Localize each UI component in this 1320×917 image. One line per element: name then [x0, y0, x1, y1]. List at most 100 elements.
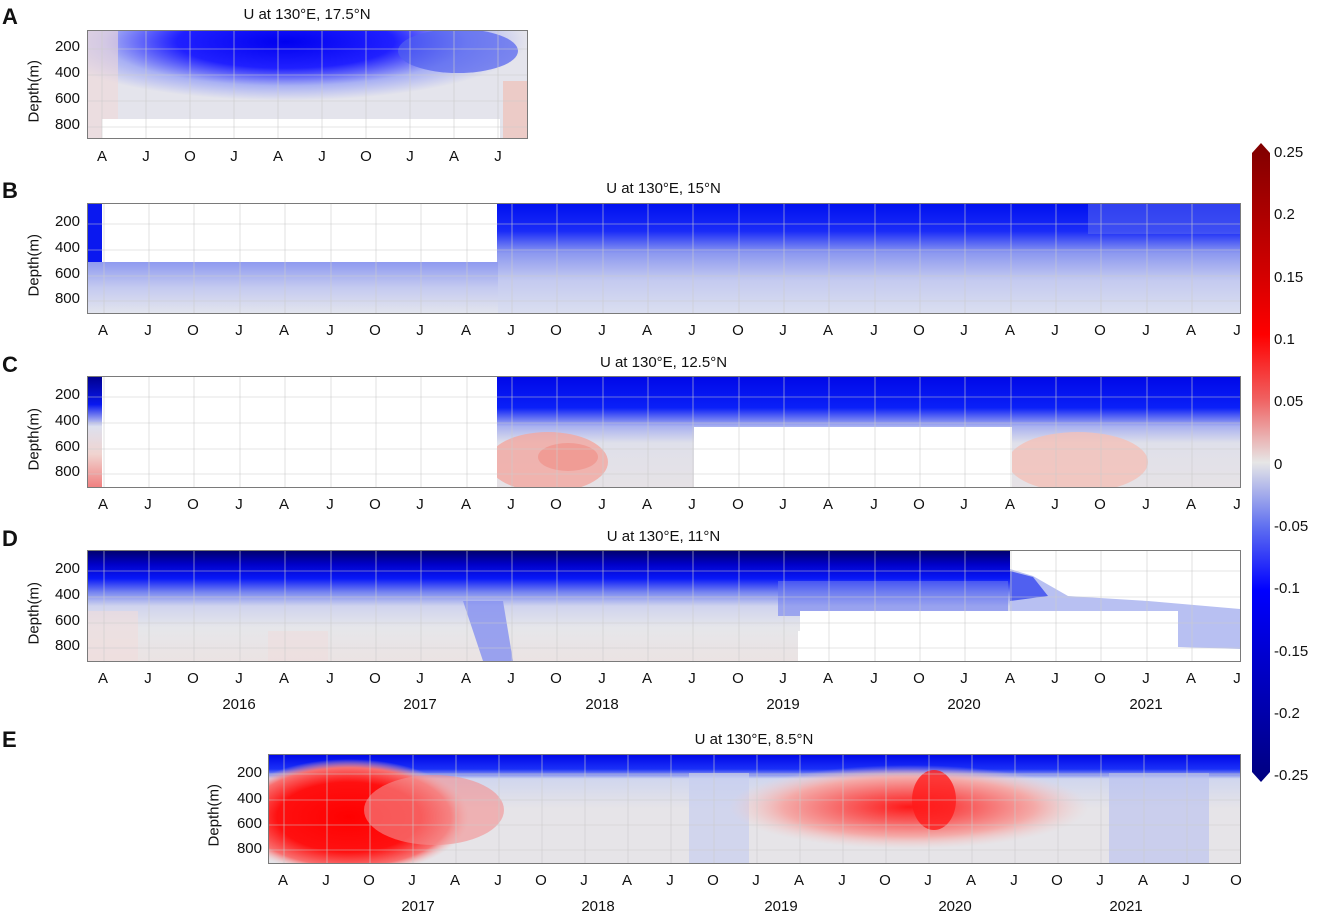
year-label: 2021 [1129, 696, 1163, 713]
x-tick: J [416, 322, 424, 339]
x-tick: A [1004, 322, 1015, 339]
colorbar-tick: -0.15 [1274, 643, 1309, 660]
x-tick: A [1137, 872, 1148, 889]
x-tick: J [1233, 496, 1241, 513]
x-tick: J [408, 872, 416, 889]
x-tick: A [278, 496, 289, 513]
panel-e-title: U at 130°E, 8.5°N [694, 731, 814, 748]
x-tick: A [822, 670, 833, 687]
grid [88, 204, 1240, 313]
x-tick: J [960, 322, 968, 339]
panel-c-plot [87, 376, 1241, 488]
y-tick: 600 [54, 90, 80, 107]
x-tick: J [960, 670, 968, 687]
x-tick: J [1233, 670, 1241, 687]
x-tick: J [666, 872, 674, 889]
x-tick: J [1051, 670, 1059, 687]
y-tick: 200 [54, 560, 80, 577]
x-tick: J [1051, 322, 1059, 339]
y-tick: 200 [236, 764, 262, 781]
x-tick: O [187, 670, 199, 687]
x-tick: J [870, 496, 878, 513]
x-tick: A [1185, 670, 1196, 687]
x-tick: J [1142, 670, 1150, 687]
y-tick: 600 [54, 265, 80, 282]
y-tick: 400 [236, 790, 262, 807]
x-tick: J [507, 322, 515, 339]
x-tick: J [494, 872, 502, 889]
colorbar-tick: -0.1 [1274, 580, 1300, 597]
x-tick: O [732, 496, 744, 513]
x-tick: O [550, 496, 562, 513]
x-tick: J [144, 496, 152, 513]
x-tick: A [97, 322, 108, 339]
x-tick: J [598, 670, 606, 687]
x-tick: J [318, 148, 326, 165]
colorbar-gradient [1252, 143, 1270, 782]
panel-a-plot [87, 30, 528, 139]
x-tick: J [838, 872, 846, 889]
x-tick: A [1185, 496, 1196, 513]
y-tick: 400 [54, 239, 80, 256]
x-tick: O [369, 496, 381, 513]
x-tick: O [184, 148, 196, 165]
panel-e-heatmap [269, 755, 1240, 863]
y-tick: 400 [54, 412, 80, 429]
x-tick: A [641, 670, 652, 687]
x-tick: O [187, 496, 199, 513]
x-tick: J [326, 322, 334, 339]
x-tick: J [230, 148, 238, 165]
x-tick: O [1230, 872, 1242, 889]
x-tick: O [187, 322, 199, 339]
x-tick: J [235, 496, 243, 513]
year-label: 2020 [947, 696, 981, 713]
x-tick: A [965, 872, 976, 889]
x-tick: J [580, 872, 588, 889]
x-tick: O [363, 872, 375, 889]
x-tick: O [535, 872, 547, 889]
x-tick: A [97, 496, 108, 513]
x-tick: O [1094, 496, 1106, 513]
colorbar-tick: -0.2 [1274, 705, 1300, 722]
year-label: 2019 [764, 898, 798, 915]
y-tick: 600 [54, 438, 80, 455]
x-tick: A [448, 148, 459, 165]
x-tick: J [416, 496, 424, 513]
x-tick: J [752, 872, 760, 889]
year-label: 2018 [585, 696, 619, 713]
panel-letter-c: C [2, 352, 18, 377]
x-tick: A [449, 872, 460, 889]
y-tick: 800 [236, 840, 262, 857]
colorbar-tick: -0.25 [1274, 767, 1309, 784]
x-tick: O [550, 322, 562, 339]
x-tick: J [507, 496, 515, 513]
x-tick: A [272, 148, 283, 165]
year-label: 2018 [581, 898, 615, 915]
panel-a-title: U at 130°E, 17.5°N [243, 6, 371, 23]
x-tick: A [277, 872, 288, 889]
y-tick: 800 [54, 116, 80, 133]
x-tick: A [1004, 670, 1015, 687]
panel-letter-a: A [2, 4, 18, 29]
panel-d-plot [87, 550, 1241, 662]
year-label: 2017 [401, 898, 435, 915]
x-tick: J [494, 148, 502, 165]
x-tick: A [97, 670, 108, 687]
x-tick: A [96, 148, 107, 165]
x-tick: J [924, 872, 932, 889]
y-tick: 800 [54, 463, 80, 480]
x-tick: O [913, 670, 925, 687]
x-tick: J [688, 496, 696, 513]
x-tick: O [732, 670, 744, 687]
x-tick: O [1051, 872, 1063, 889]
panel-letter-e: E [2, 727, 17, 752]
year-label: 2021 [1109, 898, 1143, 915]
x-tick: O [1094, 322, 1106, 339]
x-tick: J [960, 496, 968, 513]
x-tick: A [641, 322, 652, 339]
x-tick: J [598, 322, 606, 339]
x-tick: O [369, 322, 381, 339]
x-tick: O [550, 670, 562, 687]
panel-d-title: U at 130°E, 11°N [606, 528, 721, 545]
x-tick: J [688, 322, 696, 339]
